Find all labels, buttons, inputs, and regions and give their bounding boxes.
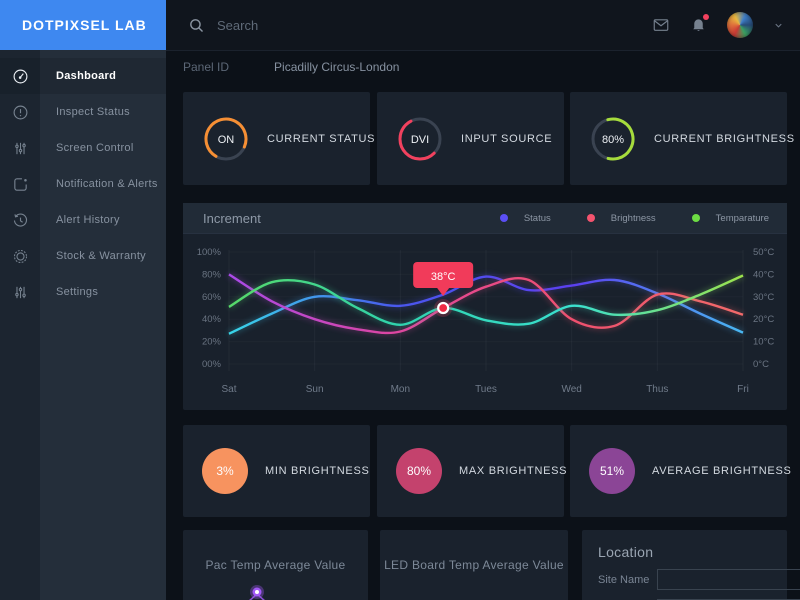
legend-dot	[499, 214, 508, 222]
svg-text:20°C: 20°C	[753, 314, 774, 325]
metric-bubble: 80%	[396, 448, 442, 494]
svg-text:100%: 100%	[197, 247, 222, 258]
led-temp-title: LED Board Temp Average Value	[384, 558, 564, 572]
svg-text:Sun: Sun	[306, 384, 324, 395]
metric-bubble: 51%	[589, 448, 635, 494]
svg-text:ON: ON	[218, 134, 235, 146]
sliders-icon	[0, 140, 40, 157]
location-title: Location	[598, 544, 654, 560]
alert-circle-icon	[0, 104, 40, 121]
svg-text:Tues: Tues	[475, 384, 497, 395]
chevron-down-icon[interactable]	[773, 20, 784, 31]
bell-icon[interactable]	[690, 14, 709, 34]
metric-bubble: 3%	[202, 448, 248, 494]
status-card-current-status: ON CURRENT STATUS	[183, 92, 375, 185]
topbar	[166, 0, 800, 51]
location-field-row: Site Name	[598, 569, 800, 590]
site-name-label: Site Name	[598, 573, 650, 586]
site-name-input[interactable]	[657, 569, 800, 590]
svg-text:DVI: DVI	[411, 134, 429, 146]
svg-text:Sat: Sat	[221, 384, 236, 395]
topbar-actions	[652, 12, 800, 38]
metric-card-max-brightness: 80% MAX BRIGHTNESS	[377, 425, 567, 517]
svg-text:40°C: 40°C	[753, 269, 774, 280]
svg-text:Fri: Fri	[737, 384, 749, 395]
svg-text:80%: 80%	[602, 134, 624, 146]
metric-card-min-brightness: 3% MIN BRIGHTNESS	[183, 425, 370, 517]
ring-gauge: ON	[204, 117, 248, 160]
panel-id-value: Picadilly Circus-London	[274, 60, 400, 74]
chart-legend: Status Brightness Temparature	[499, 213, 769, 224]
pac-temp-title: Pac Temp Average Value	[205, 558, 346, 572]
chart-tooltip: 38°C	[413, 262, 474, 317]
sidebar-item-settings[interactable]: Settings	[0, 274, 166, 310]
svg-text:40%: 40%	[202, 314, 222, 325]
search-input[interactable]	[215, 16, 519, 34]
legend-item-brightness[interactable]: Brightness	[586, 213, 656, 224]
warranty-icon	[0, 248, 40, 265]
ring-gauge: 80%	[591, 117, 635, 160]
legend-dot	[691, 214, 700, 222]
chart-header: Increment Status Brightness Temparature	[183, 203, 787, 234]
sidebar-nav: Dashboard Inspect Status Screen Control …	[0, 58, 166, 310]
avatar[interactable]	[727, 12, 753, 38]
sidebar-icon-strip	[0, 50, 40, 600]
sidebar-item-dashboard[interactable]: Dashboard	[0, 58, 166, 94]
svg-text:Wed: Wed	[561, 384, 581, 395]
location-card: Location Site Name Latitude	[582, 530, 800, 600]
svg-text:30°C: 30°C	[753, 292, 774, 303]
search-bar[interactable]	[166, 16, 652, 34]
chart-title: Increment	[203, 210, 261, 226]
panel-id-label: Panel ID	[183, 60, 230, 74]
legend-dot	[586, 214, 595, 222]
notification-icon	[0, 176, 40, 193]
metric-card-average-brightness: 51% AVERAGE BRIGHTNESS	[570, 425, 791, 517]
ring-gauge: DVI	[398, 117, 442, 160]
legend-item-status[interactable]: Status	[499, 213, 551, 224]
svg-text:38°C: 38°C	[431, 271, 456, 283]
history-icon	[0, 212, 40, 229]
location-fields: Site Name Latitude	[582, 569, 800, 600]
settings-icon	[0, 284, 40, 301]
search-icon	[190, 18, 204, 32]
status-card-current-brightness: 80% CURRENT BRIGHTNESS	[570, 92, 794, 185]
sidebar: DOTPIXSEL LAB Dashboard Inspect Status S…	[0, 0, 166, 600]
pac-temp-card: Pac Temp Average Value	[183, 530, 368, 600]
sidebar-item-screen-control[interactable]: Screen Control	[0, 130, 166, 166]
led-temp-card: LED Board Temp Average Value	[380, 530, 568, 600]
chart-plot: Sat Sun Mon Tues Wed Thus Fri 100% 50°C 80% 40°C 60…	[183, 234, 787, 413]
svg-text:Thus: Thus	[646, 384, 668, 395]
brand-logo: DOTPIXSEL LAB	[0, 0, 166, 50]
sidebar-item-stock-warranty[interactable]: Stock & Warranty	[0, 238, 166, 274]
svg-text:00%: 00%	[202, 359, 222, 370]
legend-item-temparature[interactable]: Temparature	[691, 213, 769, 224]
gauge-icon	[0, 68, 40, 85]
svg-text:10°C: 10°C	[753, 337, 774, 348]
increment-chart-card: Increment Status Brightness Temparature …	[183, 203, 787, 410]
temperature-gauge	[227, 580, 287, 600]
sidebar-item-alert-history[interactable]: Alert History	[0, 202, 166, 238]
svg-text:Mon: Mon	[391, 384, 410, 395]
notification-dot	[703, 14, 709, 20]
breadcrumb: Panel ID Picadilly Circus-London	[183, 60, 399, 74]
svg-text:80%: 80%	[202, 269, 222, 280]
svg-text:20%: 20%	[202, 337, 222, 348]
status-card-input-source: DVI INPUT SOURCE	[377, 92, 564, 185]
svg-text:60%: 60%	[202, 292, 222, 303]
svg-text:0°C: 0°C	[753, 359, 769, 370]
sidebar-item-notification-alerts[interactable]: Notification & Alerts	[0, 166, 166, 202]
mail-icon[interactable]	[652, 16, 670, 34]
sidebar-item-inspect-status[interactable]: Inspect Status	[0, 94, 166, 130]
svg-text:50°C: 50°C	[753, 247, 774, 258]
